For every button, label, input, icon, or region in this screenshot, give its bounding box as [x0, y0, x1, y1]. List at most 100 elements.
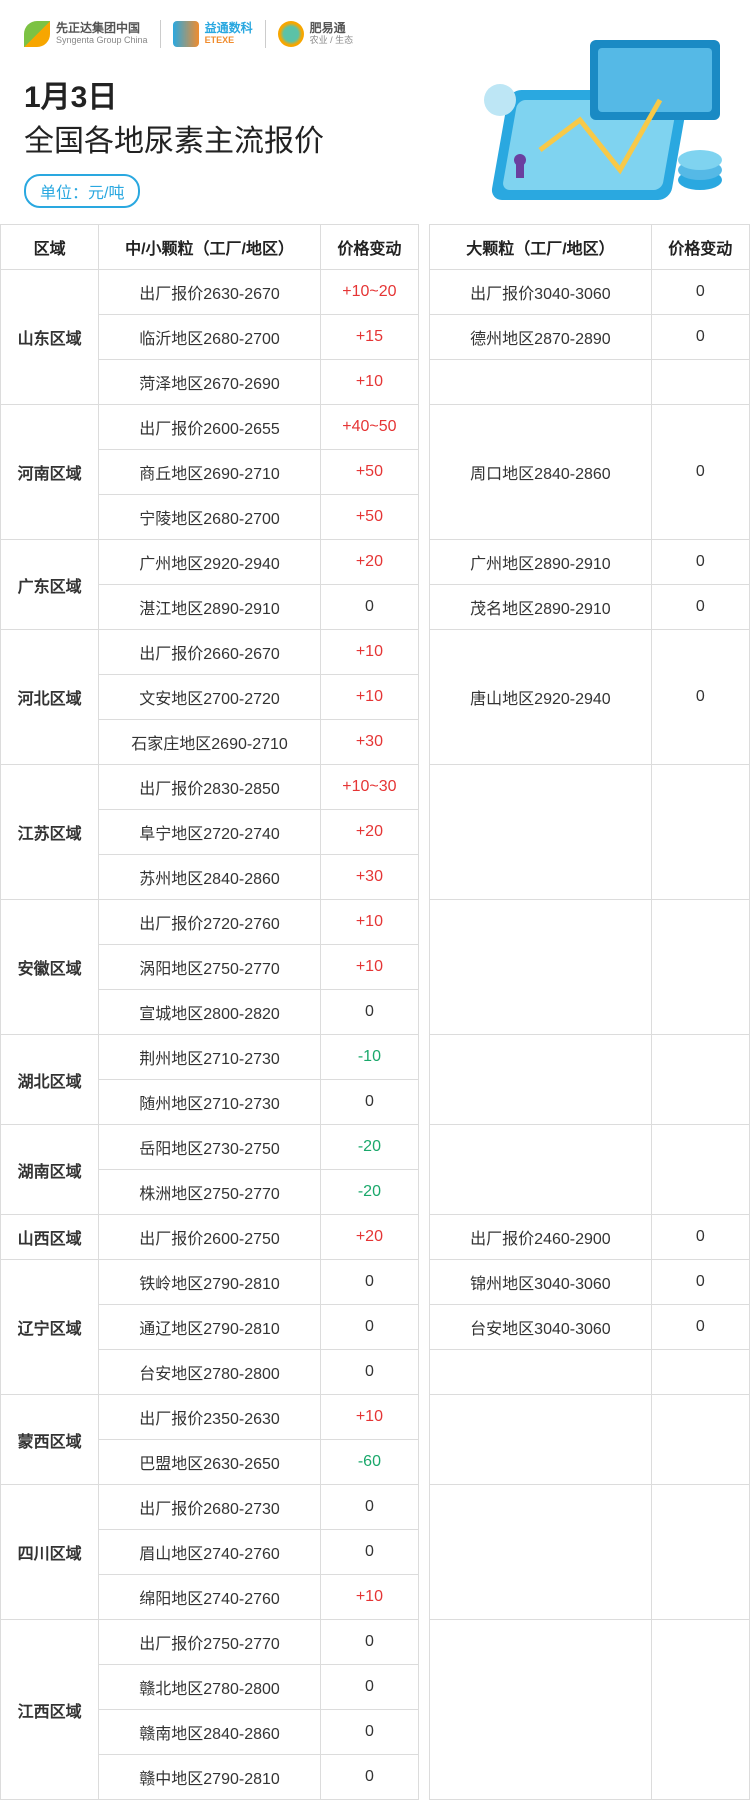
gap-cell	[419, 270, 430, 405]
small-change-cell: -20	[320, 1170, 418, 1215]
small-change-cell: 0	[320, 585, 418, 630]
large-price-cell: 周口地区2840-2860	[430, 405, 651, 540]
table-row: 山西区域出厂报价2600-2750+20出厂报价2460-29000	[1, 1215, 750, 1260]
gap-cell	[419, 1125, 430, 1215]
large-change-cell: 0	[651, 585, 749, 630]
small-price-cell: 石家庄地区2690-2710	[99, 720, 320, 765]
large-change-cell	[651, 1125, 749, 1215]
table-row: 通辽地区2790-28100台安地区3040-30600	[1, 1305, 750, 1350]
small-change-cell: +10	[320, 360, 418, 405]
large-change-cell: 0	[651, 1215, 749, 1260]
small-change-cell: 0	[320, 1620, 418, 1665]
small-price-cell: 绵阳地区2740-2760	[99, 1575, 320, 1620]
small-change-cell: +10~20	[320, 270, 418, 315]
small-change-cell: +10	[320, 630, 418, 675]
table-row: 湛江地区2890-29100茂名地区2890-29100	[1, 585, 750, 630]
small-change-cell: +50	[320, 450, 418, 495]
gap-cell	[419, 1395, 430, 1485]
th-small: 中/小颗粒（工厂/地区）	[99, 225, 320, 270]
small-price-cell: 赣北地区2780-2800	[99, 1665, 320, 1710]
small-change-cell: -20	[320, 1125, 418, 1170]
small-price-cell: 出厂报价2680-2730	[99, 1485, 320, 1530]
small-price-cell: 赣中地区2790-2810	[99, 1755, 320, 1800]
report-header: 先正达集团中国 Syngenta Group China 益通数科 ETEXE …	[0, 0, 750, 224]
etexe-icon	[173, 21, 199, 47]
large-price-cell	[430, 1350, 651, 1395]
large-change-cell: 0	[651, 315, 749, 360]
gap-cell	[419, 765, 430, 900]
large-change-cell: 0	[651, 270, 749, 315]
gap-cell	[419, 1215, 430, 1260]
th-large: 大颗粒（工厂/地区）	[430, 225, 651, 270]
small-price-cell: 涡阳地区2750-2770	[99, 945, 320, 990]
unit-badge: 单位：元/吨	[24, 174, 140, 208]
table-row: 河北区域出厂报价2660-2670+10唐山地区2920-29400	[1, 630, 750, 675]
large-change-cell	[651, 360, 749, 405]
small-price-cell: 株洲地区2750-2770	[99, 1170, 320, 1215]
large-price-cell: 茂名地区2890-2910	[430, 585, 651, 630]
table-row: 临沂地区2680-2700+15德州地区2870-28900	[1, 315, 750, 360]
small-change-cell: 0	[320, 1080, 418, 1125]
small-price-cell: 宣城地区2800-2820	[99, 990, 320, 1035]
region-cell: 河南区域	[1, 405, 99, 540]
small-price-cell: 宁陵地区2680-2700	[99, 495, 320, 540]
table-row: 湖南区域岳阳地区2730-2750-20	[1, 1125, 750, 1170]
small-price-cell: 赣南地区2840-2860	[99, 1710, 320, 1755]
gap-cell	[419, 540, 430, 630]
small-change-cell: +10	[320, 675, 418, 720]
small-change-cell: 0	[320, 1710, 418, 1755]
large-change-cell	[651, 900, 749, 1035]
large-change-cell	[651, 1035, 749, 1125]
small-price-cell: 巴盟地区2630-2650	[99, 1440, 320, 1485]
feiyitong-icon	[278, 21, 304, 47]
small-change-cell: -10	[320, 1035, 418, 1080]
small-change-cell: 0	[320, 1305, 418, 1350]
region-cell: 湖南区域	[1, 1125, 99, 1215]
large-change-cell	[651, 1620, 749, 1800]
small-price-cell: 广州地区2920-2940	[99, 540, 320, 585]
logo-etexe: 益通数科 ETEXE	[173, 21, 253, 47]
small-change-cell: +50	[320, 495, 418, 540]
small-price-cell: 岳阳地区2730-2750	[99, 1125, 320, 1170]
small-change-cell: 0	[320, 1260, 418, 1305]
small-change-cell: 0	[320, 1665, 418, 1710]
small-change-cell: +20	[320, 1215, 418, 1260]
feiyitong-name-cn: 肥易通	[310, 22, 354, 35]
small-change-cell: 0	[320, 1350, 418, 1395]
small-price-cell: 出厂报价2750-2770	[99, 1620, 320, 1665]
gap-cell	[419, 900, 430, 1035]
small-price-cell: 眉山地区2740-2760	[99, 1530, 320, 1575]
logo-divider	[265, 20, 266, 48]
small-price-cell: 出厂报价2600-2750	[99, 1215, 320, 1260]
table-row: 安徽区域出厂报价2720-2760+10	[1, 900, 750, 945]
gap-cell	[419, 630, 430, 765]
region-cell: 安徽区域	[1, 900, 99, 1035]
small-price-cell: 随州地区2710-2730	[99, 1080, 320, 1125]
syngenta-name-cn: 先正达集团中国	[56, 22, 148, 35]
small-price-cell: 通辽地区2790-2810	[99, 1305, 320, 1350]
large-price-cell	[430, 360, 651, 405]
price-table: 区域 中/小颗粒（工厂/地区） 价格变动 大颗粒（工厂/地区） 价格变动 山东区…	[0, 224, 750, 1800]
small-change-cell: 0	[320, 1755, 418, 1800]
large-price-cell	[430, 1035, 651, 1125]
small-change-cell: +10	[320, 900, 418, 945]
table-header-row: 区域 中/小颗粒（工厂/地区） 价格变动 大颗粒（工厂/地区） 价格变动	[1, 225, 750, 270]
large-change-cell	[651, 1395, 749, 1485]
gap-cell	[419, 405, 430, 540]
logo-divider	[160, 20, 161, 48]
feiyitong-sub: 农业 / 生态	[310, 36, 354, 46]
large-price-cell: 台安地区3040-3060	[430, 1305, 651, 1350]
report-date: 1月3日	[24, 72, 726, 116]
large-change-cell: 0	[651, 405, 749, 540]
th-chg-a: 价格变动	[320, 225, 418, 270]
th-chg-b: 价格变动	[651, 225, 749, 270]
region-cell: 辽宁区域	[1, 1260, 99, 1395]
small-price-cell: 临沂地区2680-2700	[99, 315, 320, 360]
small-change-cell: +10	[320, 1575, 418, 1620]
table-row: 台安地区2780-28000	[1, 1350, 750, 1395]
large-price-cell: 锦州地区3040-3060	[430, 1260, 651, 1305]
small-change-cell: +40~50	[320, 405, 418, 450]
large-change-cell: 0	[651, 1260, 749, 1305]
syngenta-name-en: Syngenta Group China	[56, 36, 148, 46]
table-row: 河南区域出厂报价2600-2655+40~50周口地区2840-28600	[1, 405, 750, 450]
